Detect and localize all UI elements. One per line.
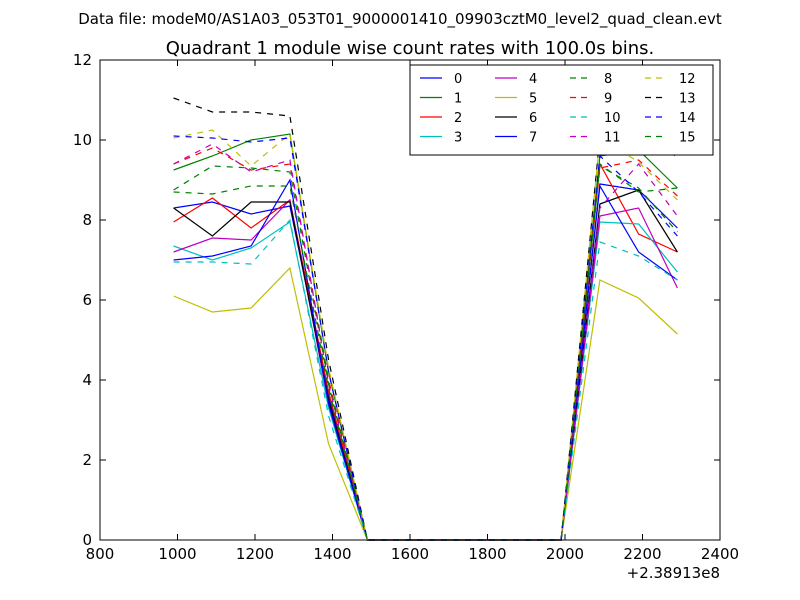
series-line-15 <box>173 162 678 541</box>
series-line-9 <box>173 147 678 541</box>
x-tick-label: 2000 <box>546 545 584 563</box>
legend-label-7: 7 <box>529 131 537 146</box>
series-line-1 <box>173 133 678 541</box>
legend-label-6: 6 <box>529 111 537 126</box>
y-tick-label: 2 <box>82 451 92 469</box>
x-tick-label: 2200 <box>623 545 661 563</box>
legend-frame <box>409 64 714 156</box>
x-tick-label: 1800 <box>468 545 506 563</box>
series-line-0 <box>173 183 678 541</box>
series-line-10 <box>173 218 678 541</box>
series-line-13 <box>173 97 678 541</box>
legend-label-13: 13 <box>679 92 696 107</box>
legend-label-10: 10 <box>604 111 621 126</box>
x-tick-label: 1000 <box>158 545 196 563</box>
x-tick-label: 2400 <box>701 545 739 563</box>
series-line-5 <box>173 266 678 541</box>
plot-area: 800 1000 1200 1400 1600 1800 2000 2200 2400 0 2 4 6 8… <box>73 51 739 582</box>
x-offset-label: +2.38913e8 <box>627 564 720 582</box>
legend-label-1: 1 <box>454 92 462 107</box>
legend-label-14: 14 <box>679 111 696 126</box>
y-tick-label: 6 <box>82 291 92 309</box>
series-line-3 <box>173 221 678 541</box>
legend-label-5: 5 <box>529 92 537 107</box>
series-line-4 <box>173 198 678 541</box>
series-line-7 <box>173 178 678 541</box>
y-tick-label: 12 <box>73 51 92 69</box>
legend-label-12: 12 <box>679 72 696 87</box>
legend-label-11: 11 <box>604 131 621 146</box>
series-line-8 <box>173 165 678 541</box>
y-tick-label: 4 <box>82 371 92 389</box>
y-tick-label: 8 <box>82 211 92 229</box>
legend-label-15: 15 <box>679 131 696 146</box>
legend-label-0: 0 <box>454 72 462 87</box>
y-tick-label: 0 <box>82 531 92 549</box>
legend-label-2: 2 <box>454 111 462 126</box>
y-tick-label: 10 <box>73 131 92 149</box>
legend-label-3: 3 <box>454 131 462 146</box>
data-file-header: Data file: modeM0/AS1A03_053T01_90000014… <box>78 10 722 29</box>
x-tick-label: 1600 <box>391 545 429 563</box>
series-line-12 <box>173 129 678 541</box>
series-line-2 <box>173 162 678 541</box>
chart-title: Quadrant 1 module wise count rates with … <box>166 38 655 59</box>
legend-label-4: 4 <box>529 72 537 87</box>
legend-label-9: 9 <box>604 92 612 107</box>
x-tick-label: 1200 <box>236 545 274 563</box>
legend-label-8: 8 <box>604 72 612 87</box>
series-line-14 <box>173 135 678 541</box>
x-tick-label: 800 <box>86 545 115 563</box>
x-tick-label: 1400 <box>313 545 351 563</box>
